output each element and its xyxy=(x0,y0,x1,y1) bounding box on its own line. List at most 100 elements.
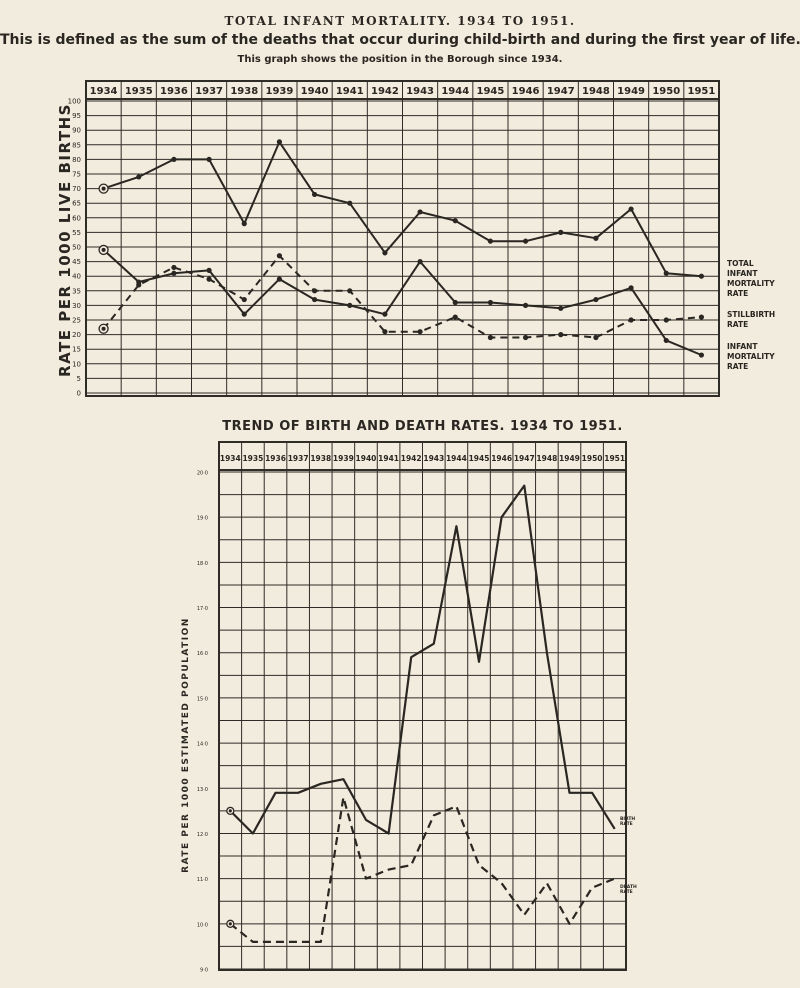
y-tick-label: 20·0 xyxy=(197,471,208,477)
y-tick-label: 30 xyxy=(72,302,81,310)
y-tick-label: 19·0 xyxy=(197,516,208,522)
y-tick-label: 100 xyxy=(68,98,81,106)
y-tick-label: 12·0 xyxy=(197,832,208,838)
data-point xyxy=(241,296,247,303)
data-point xyxy=(628,206,634,212)
y-tick-label: 17·0 xyxy=(197,606,208,612)
y-tick-label: 70 xyxy=(72,185,81,193)
data-point xyxy=(452,218,458,224)
data-point xyxy=(663,337,669,344)
data-point xyxy=(698,273,705,279)
y-tick-label: 90 xyxy=(72,127,81,135)
y-tick-label: 65 xyxy=(72,200,81,208)
year-label: 1936 xyxy=(265,454,286,463)
year-label: 1940 xyxy=(301,86,329,97)
year-label: 1940 xyxy=(356,454,377,463)
year-label: 1934 xyxy=(220,454,241,463)
series-start-marker-dot xyxy=(101,186,106,191)
data-point xyxy=(347,288,353,294)
data-point xyxy=(171,264,177,271)
legend-label: BIRTH xyxy=(620,816,635,822)
data-point xyxy=(417,259,423,265)
year-label: 1944 xyxy=(446,454,467,463)
data-point xyxy=(487,299,494,306)
series-start-marker-dot xyxy=(101,326,106,331)
year-label: 1948 xyxy=(536,454,557,463)
year-label: 1950 xyxy=(582,454,603,463)
year-label: 1944 xyxy=(441,86,469,97)
y-tick-label: 16·0 xyxy=(197,651,208,657)
data-point xyxy=(663,317,669,323)
data-point xyxy=(171,156,177,162)
y-tick-label: 18·0 xyxy=(197,561,208,567)
y-tick-label: 5 xyxy=(77,375,81,383)
y-tick-label: 11·0 xyxy=(197,877,208,883)
y-tick-label: 13·0 xyxy=(197,787,208,793)
y-tick-label: 10 xyxy=(72,360,81,368)
data-point xyxy=(311,191,318,198)
data-point xyxy=(698,352,705,358)
year-label: 1946 xyxy=(491,454,512,463)
legend-label: MORTALITY xyxy=(727,279,775,288)
data-point xyxy=(347,302,353,308)
series-line-infant-mortality-rate xyxy=(102,249,702,356)
data-point xyxy=(522,238,529,244)
data-point xyxy=(276,253,283,259)
data-point xyxy=(593,334,599,341)
year-label: 1938 xyxy=(230,86,258,97)
year-label: 1938 xyxy=(310,454,331,463)
data-point xyxy=(558,229,564,235)
y-tick-label: 60 xyxy=(72,214,81,222)
data-point xyxy=(241,311,247,317)
data-point xyxy=(276,276,283,282)
data-point xyxy=(382,329,388,335)
y-tick-label: 95 xyxy=(72,112,81,120)
page-note: This graph shows the position in the Bor… xyxy=(237,54,563,65)
data-point xyxy=(558,305,564,311)
legend-label: STILLBIRTH xyxy=(727,310,775,319)
data-point xyxy=(136,174,142,180)
data-point xyxy=(663,270,669,276)
y-tick-label: 35 xyxy=(72,287,81,295)
year-label: 1945 xyxy=(469,454,490,463)
year-label: 1942 xyxy=(371,86,399,97)
y-tick-label: 50 xyxy=(72,244,81,252)
data-point xyxy=(382,311,388,317)
y-tick-label: 9·0 xyxy=(200,968,208,974)
page-subtitle: This is defined as the sum of the deaths… xyxy=(0,32,800,48)
year-label: 1947 xyxy=(547,86,575,97)
chart-title: TREND OF BIRTH AND DEATH RATES. 1934 TO … xyxy=(222,419,623,434)
chart-frame xyxy=(218,441,627,971)
legend-label: DEATH xyxy=(620,884,637,890)
data-point xyxy=(522,334,529,341)
y-tick-label: 85 xyxy=(72,141,81,149)
y-tick-label: 20 xyxy=(72,331,81,339)
data-point xyxy=(417,329,423,335)
legend-label: RATE xyxy=(727,289,748,298)
data-point xyxy=(452,314,458,320)
y-axis-label: RATE PER 1000 LIVE BIRTHS xyxy=(56,103,74,377)
year-label: 1941 xyxy=(378,454,399,463)
data-point xyxy=(628,317,634,323)
data-point xyxy=(452,299,458,306)
year-label: 1937 xyxy=(195,86,223,97)
data-point xyxy=(628,285,634,291)
year-label: 1950 xyxy=(652,86,680,97)
year-label: 1951 xyxy=(687,86,715,97)
y-tick-label: 40 xyxy=(72,273,81,281)
data-point xyxy=(206,276,212,282)
year-label: 1949 xyxy=(559,454,580,463)
year-label: 1943 xyxy=(406,86,434,97)
year-label: 1946 xyxy=(512,86,540,97)
data-point xyxy=(558,332,564,338)
year-label: 1941 xyxy=(336,86,364,97)
year-label: 1939 xyxy=(265,86,293,97)
year-label: 1937 xyxy=(288,454,309,463)
year-label: 1949 xyxy=(617,86,645,97)
series-start-marker-dot xyxy=(101,247,106,252)
data-point xyxy=(487,334,494,341)
chart-frame xyxy=(85,80,720,397)
legend-label: RATE xyxy=(620,821,633,827)
year-label: 1936 xyxy=(160,86,188,97)
